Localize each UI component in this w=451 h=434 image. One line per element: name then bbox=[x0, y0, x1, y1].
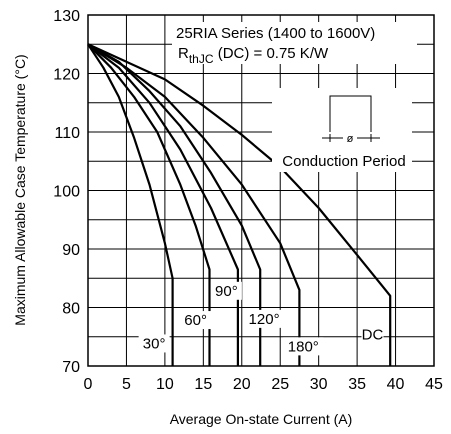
x-tick-label: 25 bbox=[271, 376, 289, 393]
series-label: 30° bbox=[143, 335, 166, 352]
y-axis-label: Maximum Allowable Case Temperature (°C) bbox=[12, 54, 28, 325]
series-label: DC bbox=[362, 327, 384, 344]
x-axis-label: Average On-state Current (A) bbox=[170, 411, 353, 427]
y-tick-label: 120 bbox=[53, 67, 80, 84]
annotation-line-1: 25RIA Series (1400 to 1600V) bbox=[176, 25, 375, 42]
annotation-r-symbol: R bbox=[178, 45, 189, 62]
annotation-line-2: RthJC (DC) = 0.75 K/W bbox=[178, 45, 329, 66]
x-tick-label: 45 bbox=[425, 376, 443, 393]
x-tick-label: 40 bbox=[387, 376, 405, 393]
y-tick-labels: 70 80 90 100 110 120 130 bbox=[53, 8, 80, 376]
x-tick-label: 20 bbox=[233, 376, 251, 393]
x-tick-label: 15 bbox=[194, 376, 212, 393]
inset-label: Conduction Period bbox=[282, 153, 405, 170]
y-tick-label: 110 bbox=[54, 125, 80, 142]
x-tick-label: 35 bbox=[348, 376, 366, 393]
series-label: 60° bbox=[184, 312, 207, 329]
series-label-background bbox=[180, 311, 212, 330]
annotation-background bbox=[172, 22, 417, 64]
series-label: 90° bbox=[215, 283, 238, 300]
y-tick-label: 70 bbox=[62, 359, 80, 376]
series-label-background bbox=[244, 309, 285, 328]
series-line bbox=[87, 43, 239, 366]
series-line bbox=[87, 43, 301, 366]
series-label: 120° bbox=[249, 311, 280, 328]
series-label-background bbox=[283, 337, 324, 356]
series-labels: 30° 60° 90° 120° 180° DC bbox=[138, 281, 384, 356]
inset-symbol-background bbox=[343, 131, 357, 144]
series-line bbox=[87, 43, 211, 366]
series-label-background bbox=[138, 334, 170, 353]
y-tick-label: 80 bbox=[62, 301, 80, 318]
inset-background bbox=[272, 88, 412, 172]
series-line bbox=[87, 43, 174, 366]
x-tick-labels: 0 5 10 15 20 25 30 35 40 45 bbox=[84, 376, 443, 393]
conduction-pulse-icon bbox=[329, 95, 372, 132]
x-tick-label: 0 bbox=[84, 376, 93, 393]
y-tick-label: 130 bbox=[53, 8, 80, 25]
annotation-r-subscript: thJC bbox=[189, 52, 214, 66]
inset-symbol: ø bbox=[347, 133, 354, 145]
x-tick-label: 30 bbox=[310, 376, 328, 393]
y-tick-label: 90 bbox=[62, 242, 80, 259]
plot-frame bbox=[87, 14, 435, 367]
series-label-background bbox=[210, 281, 242, 300]
series-label-background bbox=[361, 325, 384, 344]
y-tick-label: 100 bbox=[53, 184, 80, 201]
series-group bbox=[87, 43, 392, 366]
x-tick-label: 5 bbox=[122, 376, 131, 393]
x-tick-label: 10 bbox=[156, 376, 174, 393]
series-line bbox=[87, 43, 392, 366]
series-label: 180° bbox=[288, 338, 319, 355]
annotation-r-value: (DC) = 0.75 K/W bbox=[214, 45, 329, 62]
